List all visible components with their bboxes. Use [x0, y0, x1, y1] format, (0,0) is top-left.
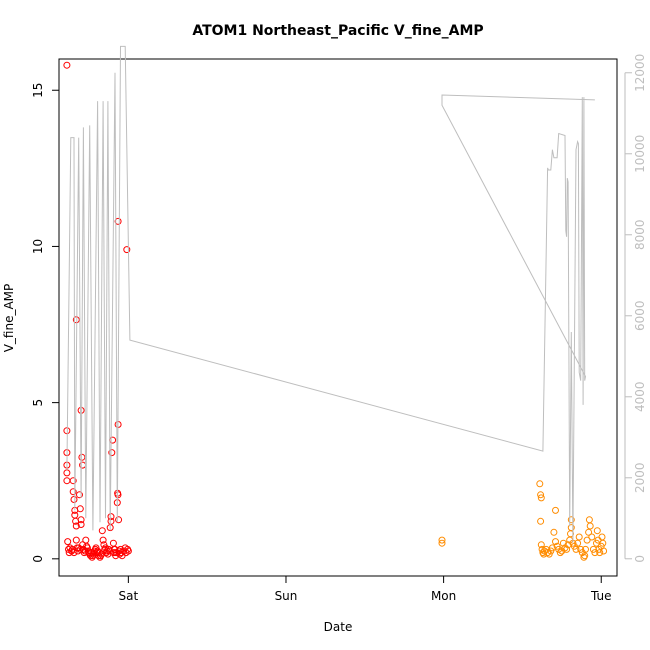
x-axis-label: Date — [324, 620, 353, 634]
data-point — [583, 536, 591, 544]
y-left-tick-label: 0 — [31, 555, 45, 563]
data-point — [77, 516, 85, 524]
data-point — [63, 61, 71, 69]
data-point — [550, 528, 558, 536]
data-point — [75, 544, 83, 552]
chart-title: ATOM1 Northeast_Pacific V_fine_AMP — [192, 23, 483, 39]
data-point — [98, 527, 106, 535]
x-tick-label: Mon — [431, 589, 456, 603]
data-point — [600, 547, 608, 555]
data-point — [76, 545, 84, 553]
y-right-tick-label: 4000 — [633, 382, 647, 413]
data-point — [564, 541, 572, 549]
data-point — [89, 552, 97, 560]
data-point — [76, 491, 83, 499]
data-point — [108, 449, 116, 457]
x-tick-label: Sat — [119, 589, 139, 603]
data-point — [99, 536, 107, 544]
data-point — [596, 549, 604, 557]
data-point — [438, 536, 446, 544]
y-right-tick-label: 6000 — [633, 301, 647, 332]
y-right-tick-label: 2000 — [633, 463, 647, 494]
data-point — [563, 545, 571, 553]
data-point — [107, 513, 115, 521]
series-line — [66, 45, 595, 543]
x-axis: Sat Sun Mon Tue — [119, 575, 612, 603]
y-left-tick-label: 10 — [31, 239, 45, 254]
data-point — [556, 549, 564, 557]
data-point — [593, 527, 601, 535]
data-point — [548, 544, 556, 552]
data-point — [536, 480, 544, 488]
y-axis-label: V_fine_AMP — [2, 284, 16, 353]
y-left-tick-label: 5 — [31, 399, 45, 407]
data-point — [585, 528, 593, 536]
data-point — [72, 522, 80, 530]
data-point — [599, 539, 607, 547]
data-point — [77, 406, 85, 414]
data-point — [63, 469, 71, 477]
data-point — [559, 539, 567, 547]
data-point — [103, 547, 111, 555]
data-point — [111, 545, 119, 553]
y-axis-left: 0 5 10 15 — [31, 83, 60, 563]
y-right-tick-label: 8000 — [633, 220, 647, 251]
data-point — [78, 453, 86, 461]
data-point — [70, 549, 78, 557]
data-point — [70, 496, 78, 503]
data-point — [575, 533, 583, 541]
data-point — [115, 516, 123, 524]
data-point — [94, 547, 102, 555]
data-point — [69, 488, 77, 496]
data-point — [69, 477, 77, 485]
y-axis-right: 0 2000 4000 6000 8000 10000 12000 — [624, 54, 647, 563]
data-point — [64, 538, 72, 546]
data-point — [76, 505, 84, 513]
data-point — [77, 521, 85, 528]
series-layer — [63, 45, 608, 561]
y-right-tick-label: 10000 — [633, 135, 647, 173]
data-point — [552, 538, 559, 546]
data-point — [124, 547, 132, 555]
data-point — [586, 522, 594, 530]
x-tick-label: Sun — [275, 589, 298, 603]
data-point — [123, 246, 131, 254]
data-point — [438, 539, 446, 547]
data-point — [72, 536, 80, 544]
data-point — [537, 494, 545, 502]
data-point — [537, 517, 545, 525]
x-tick-label: Tue — [590, 589, 612, 603]
data-point — [114, 217, 122, 225]
data-point — [83, 544, 91, 552]
data-point — [572, 545, 580, 553]
data-point — [567, 524, 575, 532]
y-right-tick-label: 12000 — [633, 54, 647, 92]
data-point — [97, 552, 105, 560]
data-point — [542, 545, 550, 553]
y-right-tick-label: 0 — [633, 555, 647, 563]
y-left-tick-label: 15 — [31, 83, 45, 98]
data-point — [582, 545, 589, 553]
data-point — [574, 539, 582, 547]
data-point — [552, 506, 559, 514]
data-point — [537, 491, 545, 499]
data-point — [588, 533, 596, 541]
data-point — [537, 541, 545, 549]
data-point — [567, 516, 575, 524]
data-point — [107, 517, 115, 525]
